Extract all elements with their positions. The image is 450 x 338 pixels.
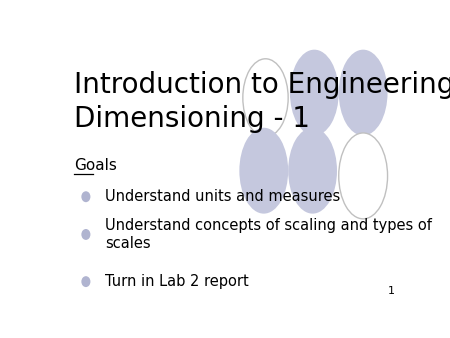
Text: Understand concepts of scaling and types of
scales: Understand concepts of scaling and types… — [105, 218, 432, 251]
Text: Dimensioning - 1: Dimensioning - 1 — [74, 105, 310, 132]
Text: Turn in Lab 2 report: Turn in Lab 2 report — [105, 274, 249, 289]
Ellipse shape — [81, 276, 90, 287]
Ellipse shape — [290, 50, 339, 136]
Text: Goals: Goals — [74, 158, 117, 173]
Text: Introduction to Engineering: Introduction to Engineering — [74, 71, 450, 99]
Text: 1: 1 — [387, 286, 395, 296]
Ellipse shape — [239, 128, 288, 214]
Ellipse shape — [81, 191, 90, 202]
Ellipse shape — [81, 229, 90, 240]
Ellipse shape — [339, 50, 387, 136]
Ellipse shape — [243, 59, 288, 137]
Ellipse shape — [339, 133, 387, 219]
Text: Understand units and measures: Understand units and measures — [105, 189, 340, 204]
Ellipse shape — [288, 128, 337, 214]
